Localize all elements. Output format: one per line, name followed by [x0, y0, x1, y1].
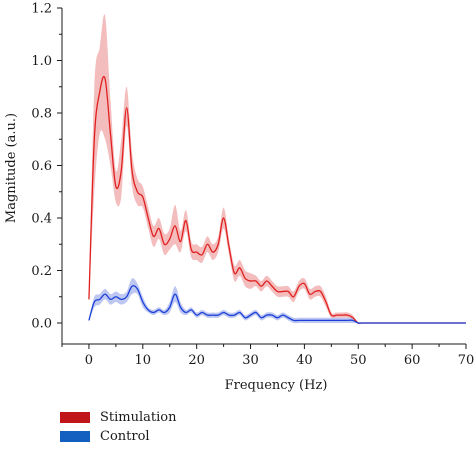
- band-control: [88, 278, 467, 324]
- legend-swatch-stimulation: [60, 412, 90, 423]
- x-tick-label: 50: [350, 353, 367, 368]
- y-tick-label: 0.6: [31, 159, 52, 174]
- y-tick-label: 0.4: [31, 212, 52, 227]
- x-tick-label: 70: [458, 353, 474, 368]
- x-tick-label: 20: [188, 353, 205, 368]
- x-tick-label: 0: [85, 353, 93, 368]
- y-tick-label: 1.2: [31, 2, 52, 17]
- x-axis-ticks: 0 10 20 30 40 50 60 70: [61, 344, 474, 368]
- legend-item-control: Control: [60, 427, 176, 446]
- y-tick-label: 0.0: [31, 317, 52, 332]
- y-axis-ticks: 0.0 0.2 0.4 0.6 0.8 1.0 1.2: [31, 2, 62, 332]
- legend-swatch-control: [60, 431, 90, 442]
- legend-label-control: Control: [100, 429, 150, 444]
- series-line-control: [88, 285, 466, 324]
- y-tick-label: 1.0: [31, 54, 52, 69]
- x-tick-label: 60: [404, 353, 421, 368]
- x-tick-label: 30: [242, 353, 259, 368]
- band-stimulation: [88, 14, 467, 324]
- y-tick-label: 0.2: [31, 264, 52, 279]
- legend: Stimulation Control: [60, 408, 176, 446]
- y-axis-title: Magnitude (a.u.): [4, 113, 19, 223]
- series-line-stimulation: [88, 75, 466, 325]
- confidence-bands: [88, 14, 467, 324]
- x-tick-label: 10: [135, 353, 152, 368]
- legend-label-stimulation: Stimulation: [100, 410, 177, 425]
- series-lines: [88, 75, 466, 325]
- y-tick-label: 0.8: [31, 107, 52, 122]
- legend-item-stimulation: Stimulation: [60, 408, 176, 427]
- x-tick-label: 40: [296, 353, 313, 368]
- x-axis-title: Frequency (Hz): [225, 378, 328, 393]
